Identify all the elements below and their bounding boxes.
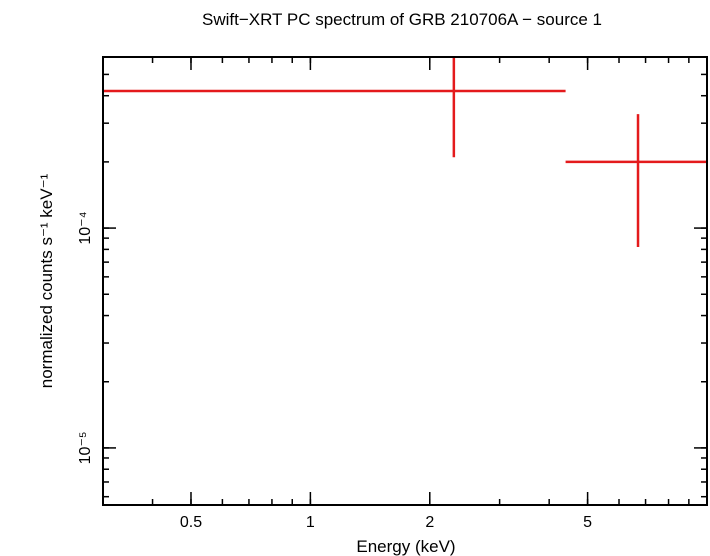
x-minor-ticks (102, 57, 708, 505)
chart-title: Swift−XRT PC spectrum of GRB 210706A − s… (202, 10, 602, 29)
x-tick-label: 0.5 (180, 514, 202, 531)
x-tick-label: 2 (425, 514, 434, 531)
data-point (103, 57, 566, 158)
y-tick-label: 10⁻⁴ (77, 211, 94, 244)
x-tick-labels: 0.5 1 2 5 (180, 514, 592, 531)
y-axis-label: normalized counts s⁻¹ keV⁻¹ (37, 173, 56, 388)
x-tick-label: 5 (583, 514, 592, 531)
y-tick-label: 10⁻⁵ (77, 431, 94, 464)
x-major-ticks (190, 57, 589, 505)
y-major-ticks (103, 227, 707, 449)
y-minor-ticks (103, 73, 707, 498)
plot-frame (102, 56, 708, 506)
x-axis-label: Energy (keV) (356, 537, 455, 556)
y-tick-labels: 10⁻⁵ 10⁻⁴ (77, 211, 94, 464)
data-point (565, 114, 707, 248)
x-tick-label: 1 (306, 514, 315, 531)
data-points (103, 57, 707, 248)
